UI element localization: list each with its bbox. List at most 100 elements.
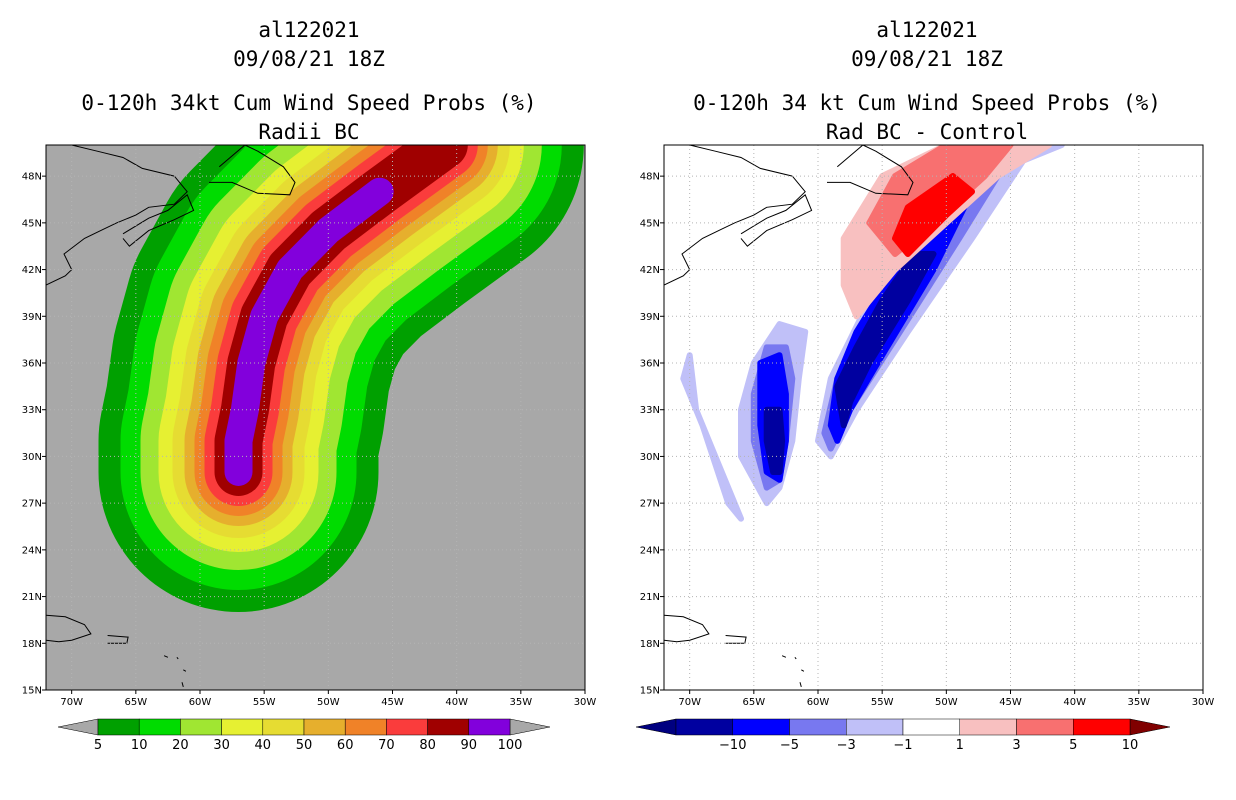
x-tick-label: 30W — [1192, 697, 1215, 708]
y-tick-label: 18N — [22, 639, 42, 650]
colorbar-right-arrow — [1129, 718, 1171, 736]
y-tick-label: 33N — [22, 405, 42, 416]
colorbar-swatch — [303, 718, 346, 736]
y-tick-label: 24N — [22, 545, 42, 556]
x-tick-label: 60W — [807, 697, 830, 708]
colorbar: −10 −5 −3 −1 1 3 5 10 — [635, 718, 1171, 753]
coastline-segment — [801, 669, 805, 672]
colorbar-label: 10 — [131, 738, 148, 753]
datetime-title: 09/08/21 18Z — [233, 47, 385, 71]
x-tick-label: 65W — [125, 697, 148, 708]
colorbar-swatch — [959, 718, 1017, 736]
colorbar-swatch — [468, 718, 511, 736]
colorbar-swatch — [789, 718, 847, 736]
x-tick-label: 65W — [743, 697, 766, 708]
coastline-segment — [46, 145, 188, 286]
colorbar-swatch — [180, 718, 222, 736]
colorbar-label: 80 — [419, 738, 436, 753]
map-frame — [663, 144, 1204, 691]
colorbar-swatch — [221, 718, 264, 736]
y-tick-label: 21N — [640, 592, 660, 603]
colorbar-swatch — [427, 718, 470, 736]
colorbar-label: 5 — [1069, 738, 1077, 753]
datetime-title: 09/08/21 18Z — [851, 47, 1003, 71]
coastline-segment — [664, 145, 806, 286]
prob-band-90 — [224, 177, 394, 486]
x-tick-label: 40W — [445, 697, 468, 708]
colorbar-label: 5 — [94, 738, 102, 753]
x-tick-label: 45W — [381, 697, 404, 708]
y-tick-label: 27N — [640, 499, 660, 510]
y-tick-label: 42N — [22, 265, 42, 276]
colorbar-label: −10 — [719, 738, 746, 753]
y-tick-label: 21N — [22, 592, 42, 603]
difference-map: 70W 65W 60W 55W 50W 45W 40W 35W 30W 15N 18N 21N 24N 2… — [635, 144, 1215, 753]
colorbar-label: 1 — [956, 738, 964, 753]
colorbar-swatch — [97, 718, 140, 736]
storm-id-title: al122021 — [876, 18, 978, 42]
coastline-segment — [209, 145, 296, 196]
y-tick-label: 39N — [640, 312, 660, 323]
y-tick-label: 36N — [640, 359, 660, 370]
colorbar-swatch — [902, 718, 960, 736]
coastline-segment — [799, 682, 802, 688]
colorbar-label: 100 — [498, 738, 523, 753]
coastline-segment — [176, 656, 179, 660]
coastline-segment — [794, 656, 797, 660]
coastline-segment — [664, 614, 710, 643]
x-tick-label: 70W — [678, 697, 701, 708]
coastline-segment — [181, 682, 184, 688]
diff-contour--10 — [834, 251, 937, 429]
diff-contour--10 — [763, 406, 786, 475]
colorbar-label: 50 — [296, 738, 313, 753]
x-tick-label: 50W — [935, 697, 958, 708]
storm-id-title: al122021 — [258, 18, 360, 42]
colorbar-label: 20 — [172, 738, 189, 753]
y-tick-label: 33N — [640, 405, 660, 416]
x-tick-label: 60W — [189, 697, 212, 708]
y-tick-label: 45N — [22, 218, 42, 229]
x-tick-label: 55W — [253, 697, 276, 708]
probability-map: 70W 65W 60W 55W 50W 45W 40W 35W 30W 15N 18N 21N 24N 2… — [22, 144, 596, 753]
y-tick-label: 45N — [640, 218, 660, 229]
y-tick-label: 48N — [22, 172, 42, 183]
coastline-segment — [163, 655, 169, 658]
colorbar-swatch — [262, 718, 305, 736]
y-tick-label: 30N — [640, 452, 660, 463]
variable-title: 0-120h 34 kt Cum Wind Speed Probs (%) — [693, 91, 1161, 115]
colorbar-label: 60 — [337, 738, 354, 753]
y-tick-label: 27N — [22, 499, 42, 510]
y-tick-label: 30N — [22, 452, 42, 463]
colorbar-label: 10 — [1122, 738, 1139, 753]
coastline-segment — [46, 614, 92, 643]
colorbar-swatch — [675, 718, 733, 736]
x-tick-label: 55W — [871, 697, 894, 708]
colorbar-label: −3 — [837, 738, 856, 753]
map-field — [46, 145, 584, 688]
colorbar-label: 30 — [213, 738, 230, 753]
x-tick-label: 70W — [60, 697, 83, 708]
colorbar-label: 40 — [255, 738, 272, 753]
y-tick-label: 15N — [640, 686, 660, 697]
coastline-segment — [781, 655, 787, 658]
y-tick-label: 42N — [640, 265, 660, 276]
field-title: Rad BC - Control — [825, 120, 1029, 144]
coastline-segment — [183, 669, 187, 672]
x-tick-label: 35W — [1128, 697, 1151, 708]
colorbar-swatch — [344, 718, 387, 736]
map-frame — [45, 144, 586, 691]
colorbar-label: −1 — [893, 738, 912, 753]
x-tick-label: 40W — [1063, 697, 1086, 708]
colorbar-right-arrow — [509, 718, 551, 736]
coastline-segment — [725, 635, 747, 644]
colorbar-left-arrow — [635, 718, 677, 736]
colorbar-swatch — [732, 718, 790, 736]
probability-bands — [98, 145, 584, 612]
x-tick-label: 35W — [510, 697, 533, 708]
y-tick-label: 39N — [22, 312, 42, 323]
x-tick-label: 50W — [317, 697, 340, 708]
colorbar: 5 10 20 30 40 50 60 70 80 90 100 — [57, 718, 551, 753]
colorbar-label: 90 — [461, 738, 478, 753]
y-tick-label: 48N — [640, 172, 660, 183]
variable-title: 0-120h 34kt Cum Wind Speed Probs (%) — [81, 91, 537, 115]
